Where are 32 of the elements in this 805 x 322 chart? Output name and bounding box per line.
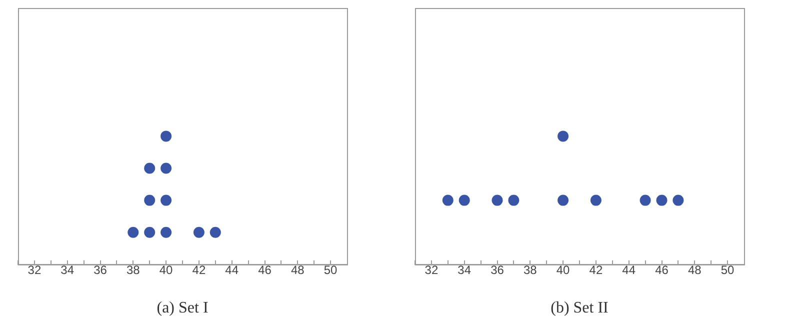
point — [160, 130, 172, 142]
point — [144, 226, 156, 238]
x-tick-label: 46 — [655, 262, 669, 277]
x-tick-label: 40 — [556, 262, 570, 277]
point — [160, 194, 172, 206]
x-tick-label: 36 — [490, 262, 504, 277]
point — [144, 194, 156, 206]
point — [160, 162, 172, 174]
x-tick-label: 50 — [720, 262, 735, 277]
x-tick-label: 36 — [94, 262, 108, 277]
x-tick-label: 34 — [60, 262, 74, 277]
x-tick-label: 48 — [290, 262, 305, 277]
point — [128, 226, 139, 238]
x-tick-label: 40 — [159, 262, 174, 277]
x-tick-label: 32 — [28, 262, 42, 277]
x-tick-label: 32 — [424, 262, 438, 277]
point — [144, 162, 156, 174]
x-tick-label: 48 — [688, 262, 702, 277]
point — [193, 226, 204, 238]
x-tick-label: 34 — [458, 262, 472, 277]
x-tick-label: 42 — [192, 262, 206, 277]
point — [210, 226, 221, 238]
x-tick-label: 38 — [523, 262, 538, 277]
x-tick-label: 38 — [126, 262, 140, 277]
x-tick-label: 46 — [258, 262, 272, 277]
point — [160, 226, 172, 238]
x-tick-label: 50 — [324, 262, 338, 277]
x-tick-label: 44 — [225, 262, 239, 277]
text: (b) Set II — [550, 300, 608, 317]
text: (a) Set I — [156, 300, 208, 317]
x-tick-label: 44 — [622, 262, 636, 277]
x-tick-label: 42 — [589, 262, 603, 277]
